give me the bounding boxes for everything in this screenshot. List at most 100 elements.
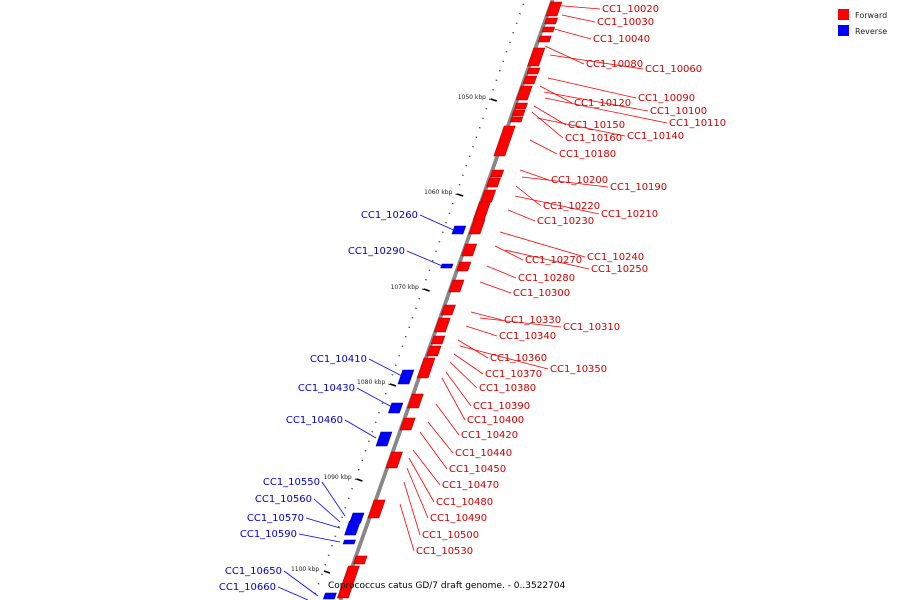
major-tick xyxy=(456,193,464,197)
forward-gene-leader xyxy=(551,4,601,10)
minor-tick xyxy=(394,364,397,366)
forward-gene-leader xyxy=(494,245,524,261)
minor-tick xyxy=(421,288,424,290)
minor-tick xyxy=(368,440,370,442)
forward-gene-label: CC1_10240 xyxy=(587,252,644,263)
forward-gene-block xyxy=(433,317,451,333)
minor-tick xyxy=(418,298,421,300)
reverse-gene-block xyxy=(387,402,404,414)
minor-tick xyxy=(371,431,374,433)
reverse-gene-leader xyxy=(305,517,341,529)
forward-gene-block xyxy=(515,85,533,101)
minor-tick xyxy=(341,516,343,518)
minor-tick xyxy=(468,155,471,157)
forward-gene-label: CC1_10360 xyxy=(490,353,547,364)
reverse-gene-leader xyxy=(344,419,377,439)
major-tick xyxy=(423,288,430,292)
forward-gene-label: CC1_10470 xyxy=(442,480,499,491)
forward-gene-leader xyxy=(544,97,668,124)
forward-gene-label: CC1_10400 xyxy=(467,415,524,426)
gene-leader-lines xyxy=(277,4,668,600)
minor-tick xyxy=(428,269,431,271)
forward-gene-label: CC1_10310 xyxy=(563,322,620,333)
forward-gene-block xyxy=(493,125,516,157)
minor-tick xyxy=(374,421,377,423)
forward-gene-label: CC1_10190 xyxy=(610,182,667,193)
minor-tick xyxy=(378,412,380,414)
forward-gene-leader xyxy=(549,54,644,70)
reverse-gene-block xyxy=(342,539,356,545)
forward-gene-label: CC1_10040 xyxy=(593,34,650,45)
minor-tick xyxy=(458,184,461,186)
minor-tick xyxy=(324,564,327,566)
minor-tick xyxy=(314,592,317,594)
minor-tick xyxy=(435,250,437,252)
forward-gene-label: CC1_10270 xyxy=(525,255,582,266)
reverse-gene-leader xyxy=(406,250,448,269)
minor-tick xyxy=(391,374,394,376)
tick-label: 1090 kbp xyxy=(323,474,351,481)
forward-gene-block xyxy=(426,345,442,357)
forward-gene-label: CC1_10370 xyxy=(485,369,542,380)
forward-gene-block xyxy=(541,26,555,33)
reverse-gene-label: CC1_10660 xyxy=(219,582,276,593)
minor-tick xyxy=(351,488,354,490)
reverse-gene-leader xyxy=(313,498,341,523)
minor-tick xyxy=(327,554,330,556)
reverse-gene-leader xyxy=(368,358,403,377)
legend-reverse-swatch xyxy=(838,25,849,36)
forward-gene-label: CC1_10100 xyxy=(650,106,707,117)
forward-gene-leader xyxy=(479,317,562,328)
minor-tick xyxy=(485,108,488,110)
reverse-gene-block xyxy=(344,520,361,536)
tick-label: 1100 kbp xyxy=(291,566,319,573)
minor-tick xyxy=(465,165,468,167)
forward-gene-leader xyxy=(399,503,415,552)
reverse-gene-leader xyxy=(277,586,309,600)
forward-gene-leader xyxy=(453,353,484,375)
minor-tick xyxy=(411,317,414,319)
tick-labels: 1050 kbp 1060 kbp 1070 kbp 1080 kbp 1090 kbp… xyxy=(291,94,486,573)
minor-tick xyxy=(475,136,478,138)
forward-gene-label: CC1_10350 xyxy=(550,364,607,375)
forward-gene-label: CC1_10250 xyxy=(591,264,648,275)
reverse-gene-label: CC1_10460 xyxy=(286,415,343,426)
forward-gene-label: CC1_10280 xyxy=(518,273,575,284)
forward-gene-leader xyxy=(546,26,592,40)
forward-gene-leader xyxy=(521,176,609,188)
forward-gene-leader xyxy=(507,209,536,222)
forward-gene-label: CC1_10490 xyxy=(430,513,487,524)
minor-tick xyxy=(354,478,357,480)
forward-gene-block xyxy=(509,116,524,123)
minor-tick xyxy=(364,450,367,452)
forward-gene-leader xyxy=(449,361,478,389)
forward-gene-block xyxy=(336,565,360,599)
tick-label: 1070 kbp xyxy=(391,284,419,291)
minor-tick xyxy=(505,51,508,53)
forward-gene-leader xyxy=(412,449,441,486)
forward-gene-label: CC1_10180 xyxy=(559,149,616,160)
forward-gene-leader xyxy=(529,139,558,155)
forward-gene-label: CC1_10440 xyxy=(455,448,512,459)
major-tick xyxy=(356,478,363,482)
forward-gene-block xyxy=(522,75,538,85)
reverse-gene-leader xyxy=(419,214,459,233)
tick-label: 1080 kbp xyxy=(357,379,385,386)
reverse-gene-leader xyxy=(356,387,393,408)
minor-tick xyxy=(384,393,387,395)
forward-gene-label: CC1_10450 xyxy=(449,464,506,475)
major-tick xyxy=(490,98,497,102)
forward-gene-label: CC1_10230 xyxy=(537,216,594,227)
minor-tick xyxy=(441,231,444,233)
gene-blocks xyxy=(322,1,563,600)
forward-gene-leader xyxy=(486,265,517,279)
minor-tick xyxy=(321,573,323,575)
forward-gene-label: CC1_10120 xyxy=(574,98,631,109)
minor-tick xyxy=(334,535,337,537)
minor-tick xyxy=(408,326,411,328)
forward-gene-block xyxy=(468,219,486,235)
forward-gene-block xyxy=(527,47,546,67)
minor-tick xyxy=(509,41,511,43)
forward-gene-leader xyxy=(543,91,649,112)
